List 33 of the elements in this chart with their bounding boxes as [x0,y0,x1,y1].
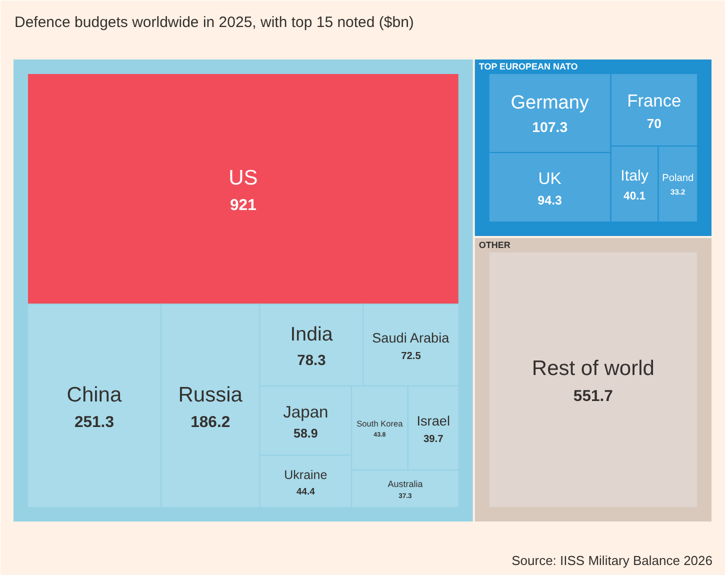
category-label: Australia [388,479,423,489]
text: Defence budgets worldwide in 2025, with top 15 noted ($bn) [14,14,414,31]
category-label: UK [538,169,562,188]
category-label: Saudi Arabia [372,330,450,346]
data-label: 94.3 [538,193,562,208]
category-label: Israel [416,413,450,428]
category-label: Italy [620,168,649,185]
data-label: 40.1 [624,190,646,202]
category-label: South Korea [356,418,404,429]
category-label: Poland [662,173,694,184]
source-note: Source: IISS Military Balance 2026 [512,553,713,568]
data-label: 72.5 [401,351,422,362]
series-label: OTHER [478,240,511,250]
category-label: Ukraine [284,468,328,482]
data-label: 58.9 [294,426,318,441]
data-label: 39.7 [423,434,444,446]
data-label: 186.2 [190,414,230,432]
category-label: France [627,90,682,111]
data-label: 78.3 [297,353,326,370]
category-label: China [66,383,122,406]
data-label: 921 [230,197,257,214]
data-label: 44.4 [296,485,316,496]
category-label: US [228,166,258,190]
category-label: Rest of world [532,357,654,380]
data-label: 70 [646,116,662,131]
data-label: 251.3 [74,414,114,432]
data-label: 551.7 [573,388,614,405]
series-label: TOP EUROPEAN NATO [478,62,578,72]
category-label: India [290,324,333,346]
category-label: Japan [283,402,328,422]
data-label: 107.3 [532,120,568,136]
category-label: Russia [178,383,243,406]
category-label: Germany [510,92,590,114]
